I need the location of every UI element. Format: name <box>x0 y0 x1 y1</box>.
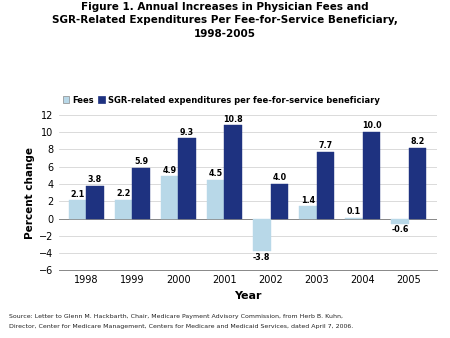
Bar <box>345 218 363 219</box>
Text: SGR-Related Expenditures Per Fee-for-Service Beneficiary,: SGR-Related Expenditures Per Fee-for-Ser… <box>52 15 398 25</box>
Text: 4.0: 4.0 <box>272 173 286 182</box>
Bar <box>178 138 196 219</box>
Text: 3.8: 3.8 <box>88 175 102 184</box>
Bar <box>225 125 242 219</box>
Text: -0.6: -0.6 <box>392 225 409 235</box>
Y-axis label: Percent change: Percent change <box>25 147 35 239</box>
Text: 8.2: 8.2 <box>410 137 425 146</box>
Bar <box>132 168 150 219</box>
Text: Director, Center for Medicare Management, Centers for Medicare and Medicaid Serv: Director, Center for Medicare Management… <box>9 324 353 330</box>
Bar <box>86 186 104 219</box>
Text: 4.9: 4.9 <box>162 166 177 174</box>
Text: 2.1: 2.1 <box>70 190 85 199</box>
Legend: Fees, SGR-related expenditures per fee-for-service beneficiary: Fees, SGR-related expenditures per fee-f… <box>63 96 379 104</box>
Text: 0.1: 0.1 <box>347 207 361 216</box>
Text: 4.5: 4.5 <box>209 169 223 178</box>
Text: -3.8: -3.8 <box>253 253 270 262</box>
Text: Source: Letter to Glenn M. Hackbarth, Chair, Medicare Payment Advisory Commissio: Source: Letter to Glenn M. Hackbarth, Ch… <box>9 314 343 319</box>
Bar <box>409 148 426 219</box>
Text: 10.8: 10.8 <box>223 115 243 124</box>
X-axis label: Year: Year <box>234 291 261 301</box>
Bar <box>161 176 178 219</box>
Bar <box>299 207 317 219</box>
Bar <box>207 180 225 219</box>
Bar <box>363 132 380 219</box>
Text: 10.0: 10.0 <box>362 121 381 130</box>
Bar <box>115 199 132 219</box>
Bar <box>270 184 288 219</box>
Text: 1998-2005: 1998-2005 <box>194 29 256 39</box>
Bar <box>317 152 334 219</box>
Text: 2.2: 2.2 <box>116 189 130 198</box>
Text: 1.4: 1.4 <box>301 196 315 205</box>
Bar <box>392 219 409 224</box>
Text: 5.9: 5.9 <box>134 157 148 166</box>
Text: 7.7: 7.7 <box>318 141 333 150</box>
Bar <box>253 219 270 251</box>
Text: Figure 1. Annual Increases in Physician Fees and: Figure 1. Annual Increases in Physician … <box>81 2 369 12</box>
Text: 9.3: 9.3 <box>180 127 194 137</box>
Bar <box>69 200 86 219</box>
